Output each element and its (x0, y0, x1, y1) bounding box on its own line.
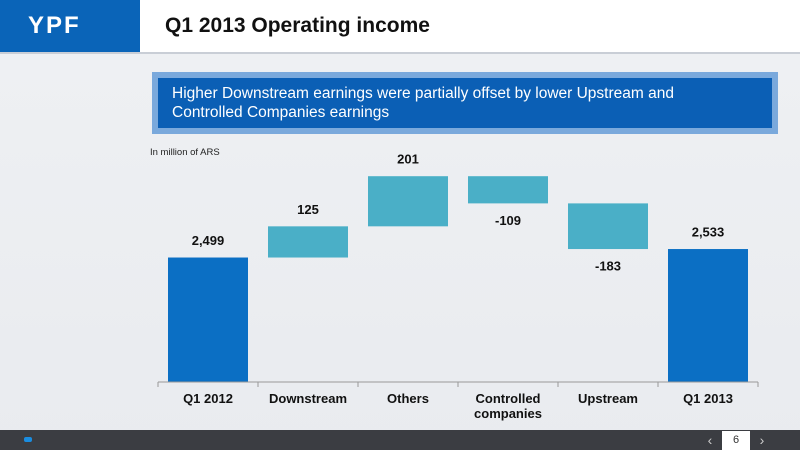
slide-title: Q1 2013 Operating income (165, 14, 430, 37)
footer-mark (24, 437, 32, 442)
data-label: -183 (595, 258, 621, 273)
delta-bar (268, 226, 348, 258)
data-label: -109 (495, 213, 521, 228)
delta-bar (568, 203, 648, 250)
x-tick-label: Q1 2013 (683, 391, 733, 406)
chart-subtitle: In million of ARS (150, 147, 220, 158)
logo: YPF (0, 0, 140, 52)
footer (0, 430, 800, 450)
callout-box: Higher Downstream earnings were partiall… (152, 72, 778, 134)
page-number: 6 (722, 431, 750, 450)
total-bar (668, 249, 748, 382)
x-tick-label: Controlled companies (474, 391, 542, 421)
data-label: 2,499 (192, 233, 225, 248)
next-button[interactable]: › (759, 432, 765, 448)
delta-bar (468, 176, 548, 204)
x-tick-label: Q1 2012 (183, 391, 233, 406)
prev-button[interactable]: ‹ (707, 432, 713, 448)
callout-text: Higher Downstream earnings were partiall… (172, 85, 674, 121)
data-label: 201 (397, 152, 419, 167)
chart: 2,499 125 201 -109 -183 2,533 (157, 152, 759, 387)
x-tick-label: Downstream (268, 391, 348, 406)
x-tick-label: Upstream (578, 391, 638, 406)
delta-bar (368, 176, 448, 227)
total-bar (168, 257, 248, 382)
x-tick-label: Others (387, 391, 429, 406)
divider (0, 52, 800, 54)
data-label: 2,533 (692, 224, 725, 239)
data-label: 125 (297, 202, 319, 217)
